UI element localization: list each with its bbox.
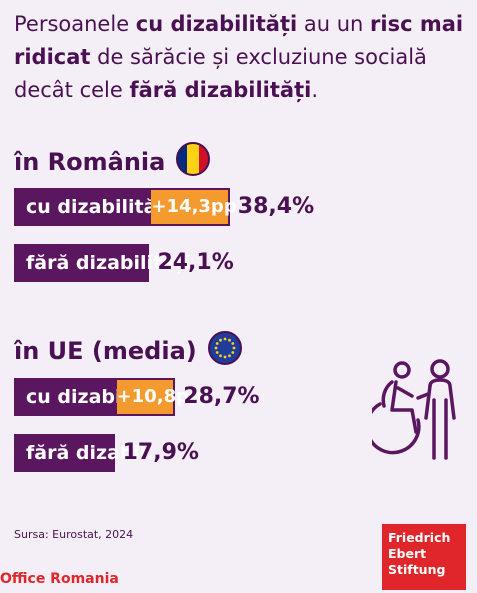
source-note: Sursa: Eurostat, 2024 bbox=[14, 528, 134, 541]
value-label-eu-fara-dizabilitati: 17,9% bbox=[122, 440, 199, 465]
eu-flag-icon bbox=[207, 330, 243, 372]
section-title-eu: în UE (media) bbox=[14, 330, 243, 372]
bar-romania-fara-dizabilitati: fără dizabilități bbox=[14, 244, 191, 282]
romania-flag-icon bbox=[175, 141, 211, 183]
headline-bold-2: risc mai ridicat bbox=[14, 12, 464, 69]
headline-part-1: Persoanele bbox=[14, 12, 136, 36]
fes-logo-line-2: Ebert bbox=[388, 546, 427, 561]
headline-bold-1: cu dizabilități bbox=[135, 12, 298, 36]
section-title-romania: în România bbox=[14, 141, 211, 183]
headline-bold-3: fără dizabilități bbox=[129, 78, 312, 102]
section-title-romania-label: în România bbox=[14, 148, 166, 176]
section-title-eu-label: în UE (media) bbox=[14, 337, 197, 365]
fes-logo-line-3: Stiftung bbox=[388, 562, 446, 577]
bar-label-eu-fara-dizabilitati: fără dizabil. bbox=[26, 442, 154, 464]
bar-eu-fara-dizabilitati: fără dizabil. bbox=[14, 434, 154, 472]
bar-label-romania-cu-dizabilitati: cu dizabilități bbox=[26, 196, 173, 218]
fes-logo-line-1: Friedrich bbox=[388, 530, 451, 545]
difference-romania: +14,3pp bbox=[151, 190, 237, 224]
value-label-romania-fara-dizabilitati: 24,1% bbox=[157, 250, 234, 275]
value-label-eu-cu-dizabilitati: 28,7% bbox=[183, 384, 260, 409]
wheelchair-people-icon bbox=[365, 358, 468, 468]
difference-eu: +10,8pp bbox=[116, 380, 202, 414]
bar-label-romania-fara-dizabilitati: fără dizabilități bbox=[26, 252, 191, 274]
office-label: Office Romania bbox=[0, 571, 119, 587]
value-label-romania-cu-dizabilitati: 38,4% bbox=[237, 194, 315, 219]
headline-part-2: au un bbox=[297, 12, 371, 36]
headline-part-3: de sărăcie și excluziune socială decât c… bbox=[14, 45, 427, 102]
headline: Persoanele cu dizabilități au un risc ma… bbox=[14, 8, 469, 107]
headline-part-4: . bbox=[311, 78, 319, 102]
fes-logo: Friedrich Ebert Stiftung bbox=[382, 524, 466, 590]
